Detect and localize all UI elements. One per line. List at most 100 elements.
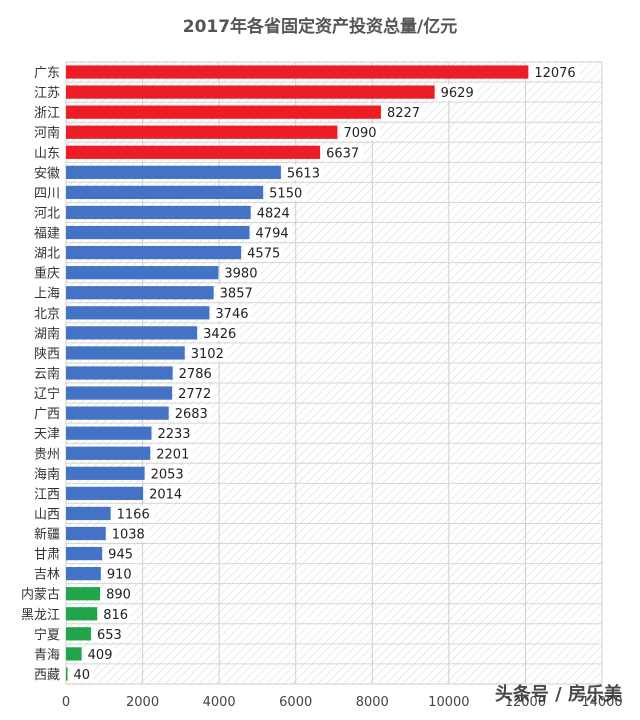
bar-23 xyxy=(66,526,106,541)
bar-21 xyxy=(66,486,144,501)
x-tick-label: 8000 xyxy=(356,695,389,710)
category-label: 浙江 xyxy=(34,106,60,121)
bar-30 xyxy=(66,667,68,681)
bar-5 xyxy=(66,165,281,179)
value-label: 2014 xyxy=(149,487,182,502)
category-label: 陕西 xyxy=(34,347,60,362)
value-label: 3426 xyxy=(203,327,236,342)
category-label: 山东 xyxy=(34,146,60,161)
value-label: 8227 xyxy=(387,106,420,121)
value-label: 945 xyxy=(108,548,133,563)
value-label: 2053 xyxy=(151,467,184,482)
bar-17 xyxy=(66,406,169,420)
value-label-bg xyxy=(252,224,293,241)
value-label-bg xyxy=(94,625,126,642)
value-label-bg xyxy=(283,164,324,181)
bar-24 xyxy=(66,546,103,561)
value-label-bg xyxy=(340,124,381,141)
bar-25 xyxy=(66,567,101,581)
value-label-bg xyxy=(100,605,132,622)
value-label: 890 xyxy=(106,588,131,603)
value-label: 4575 xyxy=(247,247,280,262)
category-label: 西藏 xyxy=(34,668,60,683)
category-label: 辽宁 xyxy=(34,386,60,402)
value-label-bg xyxy=(153,445,193,462)
value-label-bg xyxy=(105,545,137,562)
category-label: 黑龙江 xyxy=(21,608,60,623)
value-label: 3746 xyxy=(215,307,248,322)
value-label-bg xyxy=(103,565,136,582)
value-label-bg xyxy=(323,144,363,161)
chart-title: 2017年各省固定资产投资总量/亿元 xyxy=(182,17,458,37)
bar-2 xyxy=(66,105,381,119)
value-label-bg xyxy=(212,304,253,321)
bar-4 xyxy=(66,145,321,159)
value-label-bg xyxy=(108,525,149,542)
value-label: 2772 xyxy=(178,387,211,402)
category-label: 青海 xyxy=(34,648,60,663)
value-label-bg xyxy=(383,104,424,121)
category-label: 吉林 xyxy=(34,568,60,583)
value-label-bg xyxy=(244,244,284,261)
category-label: 湖北 xyxy=(34,247,60,262)
value-label: 3102 xyxy=(191,347,224,362)
category-label: 上海 xyxy=(34,287,60,302)
x-tick-label: 12000 xyxy=(505,695,546,710)
gridlines xyxy=(65,62,603,684)
category-label: 贵州 xyxy=(34,447,60,462)
value-label: 4794 xyxy=(256,227,289,242)
value-label: 2683 xyxy=(175,407,208,422)
value-labels: 12076 9629 8227 7090 6637 5613 5150 4824 4794 457… xyxy=(70,64,580,683)
bar-19 xyxy=(66,446,151,460)
category-label: 云南 xyxy=(34,366,60,382)
value-label: 7090 xyxy=(343,126,376,141)
bar-28 xyxy=(66,627,92,641)
value-label-bg xyxy=(221,264,261,281)
value-label-bg xyxy=(216,284,257,301)
value-label-bg xyxy=(103,585,135,602)
bar-15 xyxy=(66,366,173,380)
value-label: 3857 xyxy=(220,287,253,302)
value-label: 2233 xyxy=(157,427,190,442)
value-label: 653 xyxy=(97,628,122,643)
value-label: 5150 xyxy=(269,186,302,201)
value-label-bg xyxy=(171,405,212,422)
category-label: 河北 xyxy=(34,206,60,221)
bar-13 xyxy=(66,326,198,340)
category-labels: 广东江苏浙江河南山东安徽四川河北福建湖北重庆上海北京湖南陕西云南辽宁广西天津贵州… xyxy=(21,66,60,683)
value-label-bg xyxy=(175,385,215,402)
bar-26 xyxy=(66,587,101,601)
value-label: 2201 xyxy=(156,447,189,462)
bar-9 xyxy=(66,245,242,260)
bar-11 xyxy=(66,286,214,300)
bars xyxy=(66,65,529,681)
value-label-bg xyxy=(266,184,306,201)
bar-0 xyxy=(66,65,529,79)
bar-6 xyxy=(66,185,264,200)
value-label-bg xyxy=(437,84,478,101)
value-label-bg xyxy=(253,204,294,221)
value-label: 816 xyxy=(103,608,128,623)
category-label: 天津 xyxy=(34,427,60,442)
value-label-bg xyxy=(113,505,154,522)
bar-1 xyxy=(66,85,435,99)
bar-18 xyxy=(66,426,152,440)
value-label: 2786 xyxy=(179,367,212,382)
category-label: 海南 xyxy=(34,466,60,482)
value-label-bg xyxy=(154,425,195,442)
x-tick-label: 0 xyxy=(62,695,70,710)
category-label: 江苏 xyxy=(34,85,60,101)
value-label-bg xyxy=(175,365,216,381)
bar-12 xyxy=(66,306,210,320)
bar-20 xyxy=(66,466,145,480)
category-label: 江西 xyxy=(34,487,60,502)
bar-16 xyxy=(66,386,173,400)
category-label: 重庆 xyxy=(34,266,60,282)
value-label-bg xyxy=(84,645,116,662)
category-label: 福建 xyxy=(34,227,60,242)
value-label: 1038 xyxy=(112,528,145,543)
value-label-bg xyxy=(200,324,240,341)
bar-22 xyxy=(66,506,111,521)
value-label: 12076 xyxy=(534,66,575,81)
